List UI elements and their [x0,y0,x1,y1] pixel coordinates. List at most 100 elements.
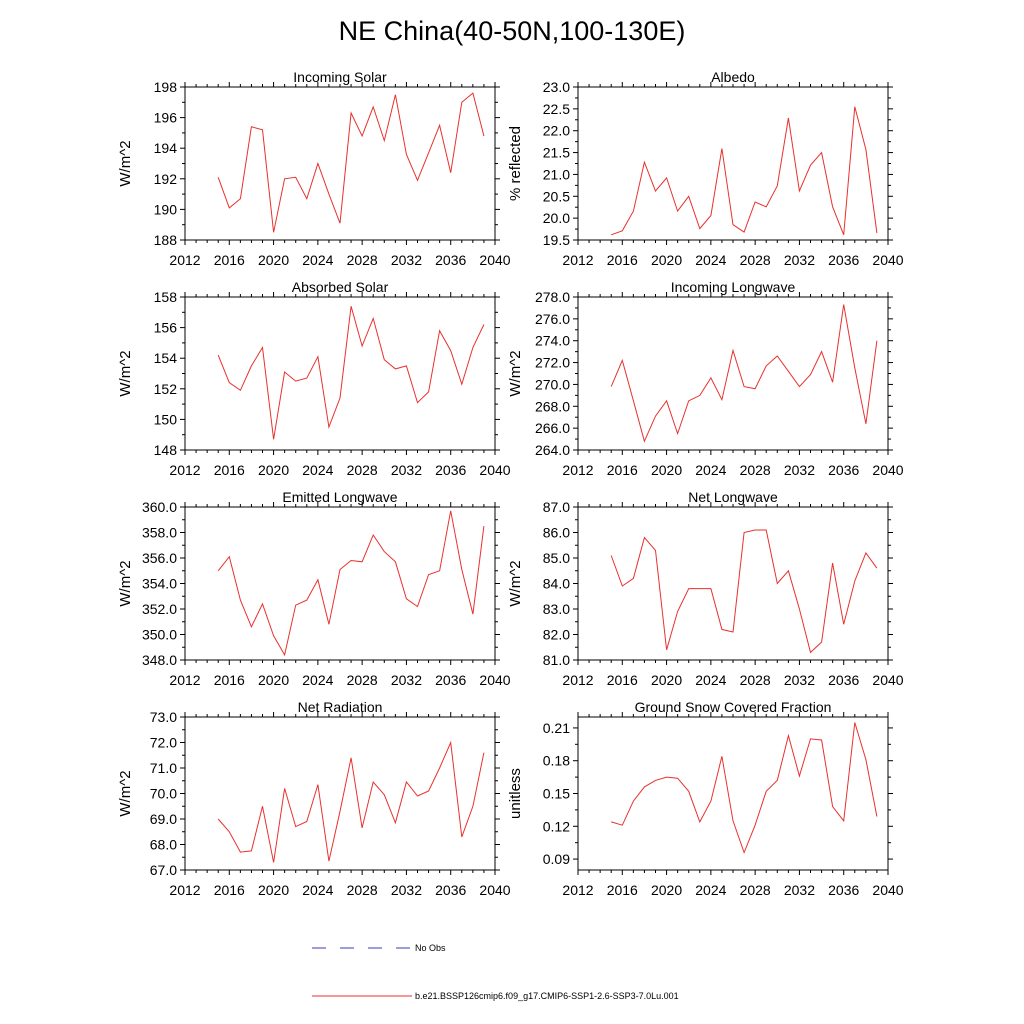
albedo-xtick-label: 2024 [695,252,726,268]
emitted-longwave-ytick-label: 352.0 [142,601,177,617]
absorbed-solar-xtick-label: 2028 [347,462,378,478]
net-longwave-ytick-label: 87.0 [543,499,570,515]
net-longwave-ytick-label: 82.0 [543,627,570,643]
emitted-longwave-xtick-label: 2040 [479,672,510,688]
albedo-ytick-label: 20.5 [543,188,570,204]
incoming-longwave-ytick-label: 268.0 [535,398,570,414]
net-radiation-frame [184,716,496,871]
net-longwave-xtick-label: 2016 [607,672,638,688]
net-longwave-xtick-label: 2040 [872,672,903,688]
absorbed-solar-ytick-label: 152 [154,381,178,397]
absorbed-solar-xtick-label: 2036 [435,462,466,478]
ground-snow-covered-fraction-frame [577,716,889,871]
ground-snow-covered-fraction-series-line [611,722,878,854]
ground-snow-covered-fraction-xtick-label: 2032 [784,882,815,898]
emitted-longwave-xtick-label: 2012 [169,672,200,688]
absorbed-solar-ylabel: W/m^2 [117,350,134,396]
emitted-longwave-title: Emitted Longwave [282,489,397,505]
panel-incoming-solar: Incoming Solar 2012 2016 2020 2024 2028 2032 20… [117,69,511,268]
emitted-longwave-xtick-label: 2020 [258,672,289,688]
net-radiation-ylabel: W/m^2 [117,770,134,816]
incoming-longwave-ytick-label: 272.0 [535,355,570,371]
albedo-frame [577,86,889,241]
incoming-solar-xtick-label: 2012 [169,252,200,268]
albedo-series-line [611,106,878,236]
albedo-xtick-label: 2028 [740,252,771,268]
albedo-ytick-label: 20.0 [543,210,570,226]
incoming-solar-xtick-label: 2016 [214,252,245,268]
net-radiation-ytick-label: 73.0 [150,709,177,725]
incoming-longwave-xtick-label: 2024 [695,462,726,478]
net-radiation-ytick-label: 70.0 [150,786,177,802]
panel-net-longwave: Net Longwave 2012 2016 2020 2024 2028 2032 2036… [507,489,904,688]
panel-albedo: Albedo 2012 2016 2020 2024 2028 2032 2036 2040 19… [507,69,904,268]
incoming-solar-ytick-label: 188 [154,232,178,248]
net-longwave-ytick-label: 81.0 [543,652,570,668]
incoming-solar-xtick-label: 2032 [391,252,422,268]
ground-snow-covered-fraction-ytick-label: 0.15 [543,786,570,802]
incoming-longwave-series-line [610,304,878,443]
albedo-ytick-label: 22.0 [543,123,570,139]
panel-ground-snow-covered-fraction: Ground Snow Covered Fraction 2012 2016 2020… [507,699,904,898]
albedo-xtick-label: 2016 [607,252,638,268]
net-radiation-xtick-label: 2040 [479,882,510,898]
incoming-solar-ytick-label: 192 [154,171,178,187]
legend-model-label: b.e21.BSSP126cmip6.f09_g17.CMIP6-SSP1-2.… [415,991,679,1001]
net-radiation-xtick-label: 2016 [214,882,245,898]
net-longwave-ytick-label: 84.0 [543,576,570,592]
net-longwave-xtick-label: 2024 [695,672,726,688]
ground-snow-covered-fraction-xtick-label: 2028 [740,882,771,898]
net-radiation-ytick-label: 72.0 [150,735,177,751]
incoming-longwave-xtick-label: 2020 [651,462,682,478]
net-radiation-ytick-label: 71.0 [150,760,177,776]
net-longwave-ylabel: W/m^2 [507,560,524,606]
incoming-solar-xtick-label: 2040 [479,252,510,268]
net-longwave-xtick-label: 2020 [651,672,682,688]
net-longwave-series-line [610,529,878,654]
panel-incoming-longwave: Incoming Longwave 2012 2016 2020 2024 2028 203… [507,279,904,478]
albedo-ylabel: % reflected [507,126,524,201]
ground-snow-covered-fraction-xtick-label: 2020 [651,882,682,898]
emitted-longwave-ytick-label: 350.0 [142,627,177,643]
net-longwave-ytick-label: 86.0 [543,525,570,541]
net-longwave-xtick-label: 2028 [740,672,771,688]
ground-snow-covered-fraction-xtick-label: 2016 [607,882,638,898]
emitted-longwave-xtick-label: 2032 [391,672,422,688]
net-radiation-xtick-label: 2032 [391,882,422,898]
net-longwave-ytick-label: 85.0 [543,550,570,566]
panels: Incoming Solar 2012 2016 2020 2024 2028 2032 20… [117,69,904,898]
absorbed-solar-xtick-label: 2020 [258,462,289,478]
albedo-xtick-label: 2032 [784,252,815,268]
panel-net-radiation: Net Radiation 2012 2016 2020 2024 2028 2032 203… [117,699,511,898]
ground-snow-covered-fraction-ytick-label: 0.18 [543,753,570,769]
net-longwave-title: Net Longwave [688,489,778,505]
incoming-longwave-title: Incoming Longwave [671,279,796,295]
albedo-xtick-label: 2036 [828,252,859,268]
incoming-longwave-xtick-label: 2016 [607,462,638,478]
incoming-solar-ytick-label: 196 [154,110,178,126]
incoming-solar-xtick-label: 2036 [435,252,466,268]
net-radiation-xtick-label: 2012 [169,882,200,898]
absorbed-solar-xtick-label: 2024 [302,462,333,478]
absorbed-solar-ytick-label: 156 [154,320,178,336]
legend-no-obs-label: No Obs [415,943,446,953]
albedo-title: Albedo [711,69,755,85]
incoming-longwave-ytick-label: 278.0 [535,289,570,305]
incoming-solar-title: Incoming Solar [293,69,387,85]
net-radiation-ytick-label: 69.0 [150,811,177,827]
albedo-xtick-label: 2040 [872,252,903,268]
incoming-solar-ytick-label: 194 [154,140,178,156]
ground-snow-covered-fraction-ytick-label: 0.12 [543,818,570,834]
incoming-longwave-ytick-label: 264.0 [535,442,570,458]
absorbed-solar-xtick-label: 2032 [391,462,422,478]
absorbed-solar-series-line [217,306,485,440]
incoming-longwave-ytick-label: 266.0 [535,420,570,436]
emitted-longwave-ytick-label: 348.0 [142,652,177,668]
absorbed-solar-xtick-label: 2016 [214,462,245,478]
net-radiation-ytick-label: 68.0 [150,837,177,853]
incoming-longwave-xtick-label: 2028 [740,462,771,478]
ground-snow-covered-fraction-xtick-label: 2036 [828,882,859,898]
absorbed-solar-xtick-label: 2012 [169,462,200,478]
emitted-longwave-ytick-label: 358.0 [142,525,177,541]
incoming-solar-series-line [217,92,485,233]
